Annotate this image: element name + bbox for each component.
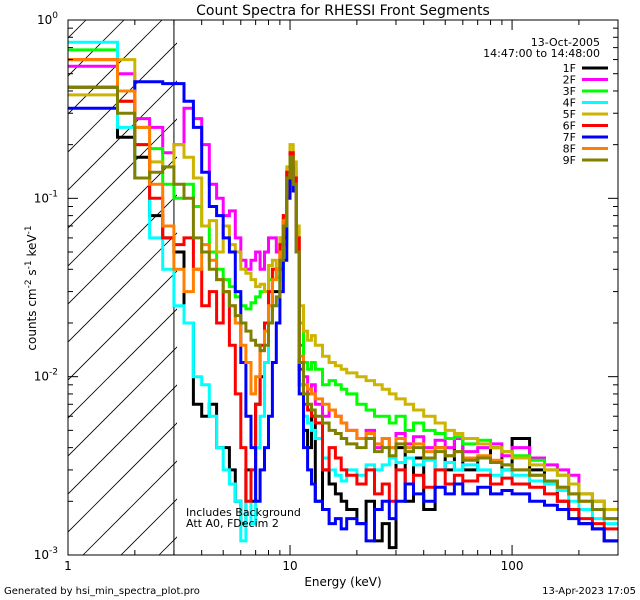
y-tick-label: 100: [37, 11, 58, 27]
legend-label-4F: 4F: [563, 97, 576, 110]
hatch-line: [82, 460, 177, 555]
footer-timestamp: 13-Apr-2023 17:05: [542, 586, 636, 597]
series-line-9F: [68, 85, 618, 521]
legend-label-6F: 6F: [563, 120, 576, 133]
y-label-mid: s: [25, 269, 39, 279]
attenuator-note: Att A0, FDecim 2: [186, 517, 279, 530]
hatch-line: [68, 232, 177, 343]
y-tick-exponent: 0: [52, 11, 58, 21]
legend-label-3F: 3F: [563, 85, 576, 98]
y-label-base: counts cm: [25, 288, 39, 350]
x-tick-label: 1: [64, 559, 72, 573]
series-line-2F: [68, 64, 618, 511]
x-tick-label: 100: [501, 559, 524, 573]
hatch-line: [68, 80, 177, 191]
legend-label-2F: 2F: [563, 74, 576, 87]
y-tick-labels: 100 10-1 10-2 10-3: [34, 11, 59, 562]
series-line-4F: [68, 40, 618, 543]
legend-label-1F: 1F: [563, 62, 576, 75]
series-line-6F: [68, 58, 618, 531]
plot-frame: [67, 19, 619, 556]
y-tick-exponent: -2: [49, 368, 58, 378]
hatch-line: [68, 384, 177, 495]
y-label-exponent: -2: [24, 279, 34, 288]
hatch-line: [68, 194, 177, 305]
series-line-7F: [68, 80, 618, 543]
y-tick-base: 10: [34, 191, 49, 205]
legend-label-7F: 7F: [563, 131, 576, 144]
y-label-end: keV: [25, 234, 39, 261]
x-axis-label: Energy (keV): [304, 575, 381, 589]
background-note: Includes Background: [186, 506, 301, 519]
y-tick-label: 10-2: [34, 368, 58, 384]
y-label-exponent: -1: [24, 260, 34, 269]
date-label: 13-Oct-2005: [531, 36, 600, 49]
y-tick-label: 10-1: [34, 189, 58, 205]
series-line-5F: [68, 58, 618, 511]
y-tick-base: 10: [34, 548, 49, 562]
y-tick-label: 10-3: [34, 546, 58, 562]
x-tick-label: 10: [282, 559, 297, 573]
time-range-label: 14:47:00 to 14:48:00: [483, 47, 600, 60]
series-layer: [68, 40, 618, 550]
chart-title: Count Spectra for RHESSI Front Segments: [196, 3, 490, 19]
y-axis-label: counts cm-2 s-1 keV-1: [24, 225, 39, 350]
x-axis-ticks: [67, 20, 619, 555]
y-tick-base: 10: [34, 370, 49, 384]
y-label-exponent: -1: [24, 225, 34, 234]
y-tick-exponent: -3: [49, 546, 58, 556]
footer-generated-by: Generated by hsi_min_spectra_plot.pro: [4, 586, 200, 597]
legend-label-9F: 9F: [563, 154, 576, 167]
legend-label-8F: 8F: [563, 143, 576, 156]
x-tick-labels: 1 10 100: [64, 559, 523, 573]
y-axis-ticks: [68, 19, 618, 556]
hatch-line: [68, 422, 177, 533]
hatch-line: [68, 270, 177, 381]
legend-label-5F: 5F: [563, 108, 576, 121]
y-tick-base: 10: [37, 13, 52, 27]
y-tick-exponent: -1: [49, 189, 58, 199]
